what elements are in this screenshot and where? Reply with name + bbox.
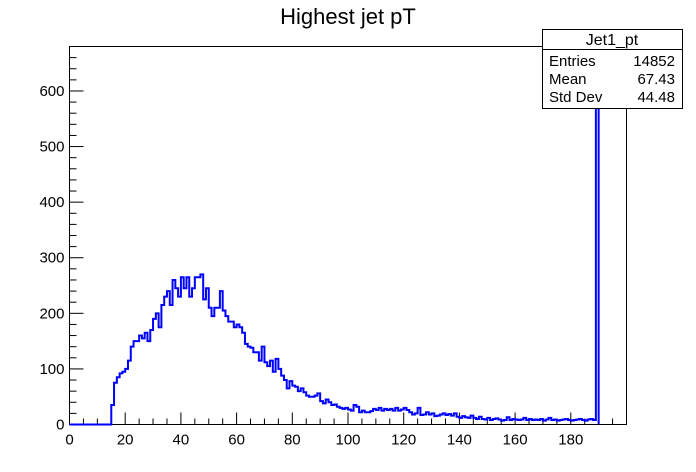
y-tick-label: 400 bbox=[39, 194, 64, 211]
y-tick-label: 0 bbox=[56, 417, 64, 434]
x-tick-label: 100 bbox=[335, 432, 360, 449]
stats-box: Jet1_pt Entries 14852 Mean 67.43 Std Dev… bbox=[542, 29, 683, 109]
stats-box-name: Jet1_pt bbox=[586, 32, 639, 49]
x-tick-label: 60 bbox=[228, 432, 245, 449]
y-tick-label: 200 bbox=[39, 305, 64, 322]
stats-entries-value: 14852 bbox=[633, 53, 675, 70]
chart-title: Highest jet pT bbox=[280, 4, 416, 29]
x-axis: 0 20 40 60 80 100 120 140 160 180 bbox=[65, 412, 614, 449]
x-tick-label: 20 bbox=[117, 432, 134, 449]
stats-box-frame bbox=[542, 29, 683, 109]
x-tick-label: 140 bbox=[447, 432, 472, 449]
x-tick-label: 80 bbox=[284, 432, 301, 449]
y-tick-label: 300 bbox=[39, 250, 64, 267]
x-tick-label: 40 bbox=[173, 432, 190, 449]
histogram-series-jet1-pt bbox=[69, 45, 600, 426]
y-axis: 0 100 200 300 400 500 600 bbox=[39, 46, 84, 434]
y-tick-label: 600 bbox=[39, 83, 64, 100]
stats-mean-label: Mean bbox=[549, 71, 587, 88]
stats-stddev-value: 44.48 bbox=[637, 89, 675, 106]
stats-stddev-label: Std Dev bbox=[549, 89, 603, 106]
y-tick-label: 100 bbox=[39, 361, 64, 378]
x-tick-label: 120 bbox=[391, 432, 416, 449]
x-tick-label: 180 bbox=[558, 432, 583, 449]
stats-entries-label: Entries bbox=[549, 53, 596, 70]
x-tick-label: 160 bbox=[503, 432, 528, 449]
y-tick-label: 500 bbox=[39, 139, 64, 156]
x-tick-label: 0 bbox=[65, 432, 73, 449]
stats-mean-value: 67.43 bbox=[637, 71, 675, 88]
